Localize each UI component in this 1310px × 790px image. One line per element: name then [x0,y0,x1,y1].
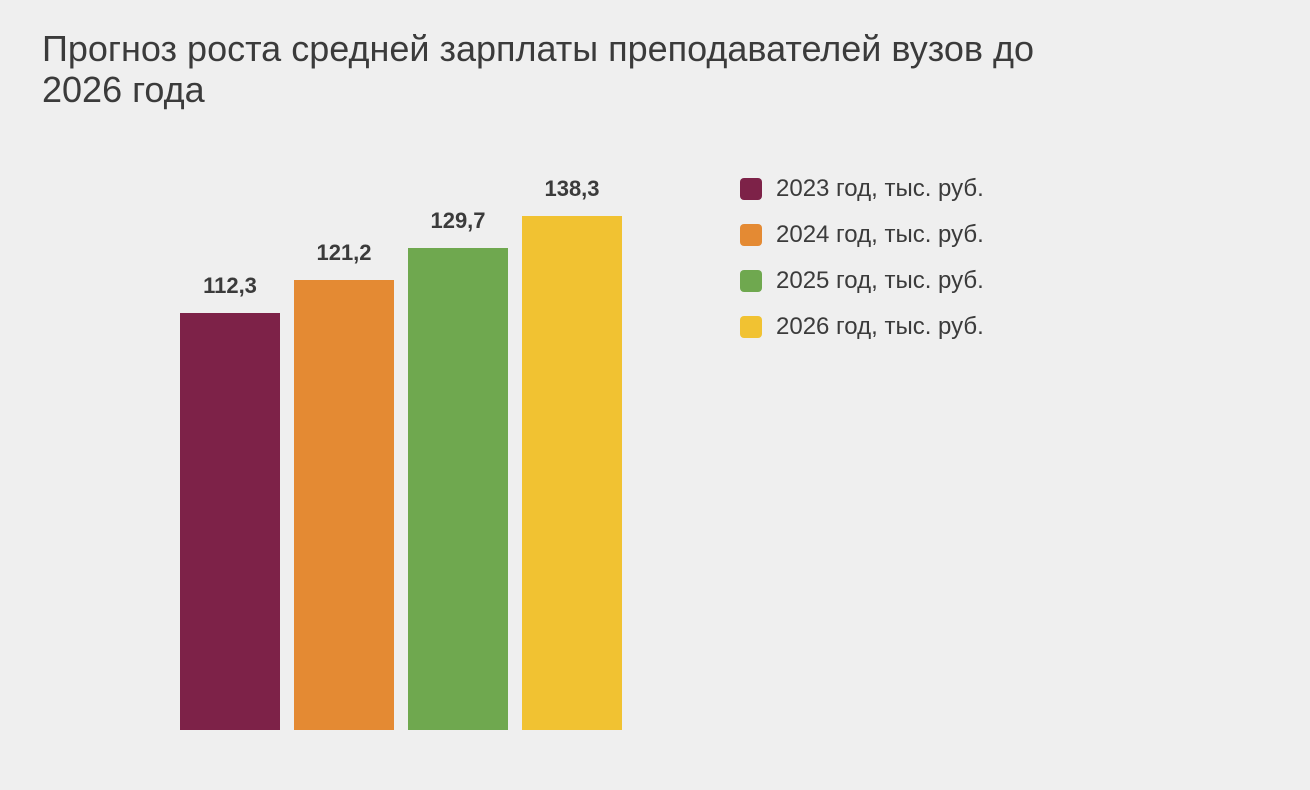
legend-item-0: 2023 год, тыс. руб. [740,175,984,203]
legend-item-1: 2024 год, тыс. руб. [740,221,984,249]
bar-0-value-label: 112,3 [203,273,257,299]
bar-0-rect [180,313,280,730]
bar-3: 138,3 [522,176,622,730]
bar-3-rect [522,216,622,730]
legend-swatch-3 [740,316,762,338]
bar-1-rect [294,280,394,730]
legend-item-2: 2025 год, тыс. руб. [740,267,984,295]
legend-label-2: 2025 год, тыс. руб. [776,267,984,295]
bar-2: 129,7 [408,208,508,730]
bar-chart: 112,3 121,2 129,7 138,3 [180,170,622,730]
legend: 2023 год, тыс. руб. 2024 год, тыс. руб. … [740,175,984,341]
bar-2-rect [408,248,508,730]
legend-swatch-0 [740,178,762,200]
legend-item-3: 2026 год, тыс. руб. [740,313,984,341]
bar-1-value-label: 121,2 [316,240,371,266]
bar-0: 112,3 [180,273,280,730]
legend-label-1: 2024 год, тыс. руб. [776,221,984,249]
legend-swatch-1 [740,224,762,246]
legend-label-0: 2023 год, тыс. руб. [776,175,984,203]
legend-swatch-2 [740,270,762,292]
legend-label-3: 2026 год, тыс. руб. [776,313,984,341]
bar-2-value-label: 129,7 [430,208,485,234]
bar-3-value-label: 138,3 [544,176,599,202]
bar-1: 121,2 [294,240,394,730]
chart-title: Прогноз роста средней зарплаты преподава… [42,28,1042,111]
